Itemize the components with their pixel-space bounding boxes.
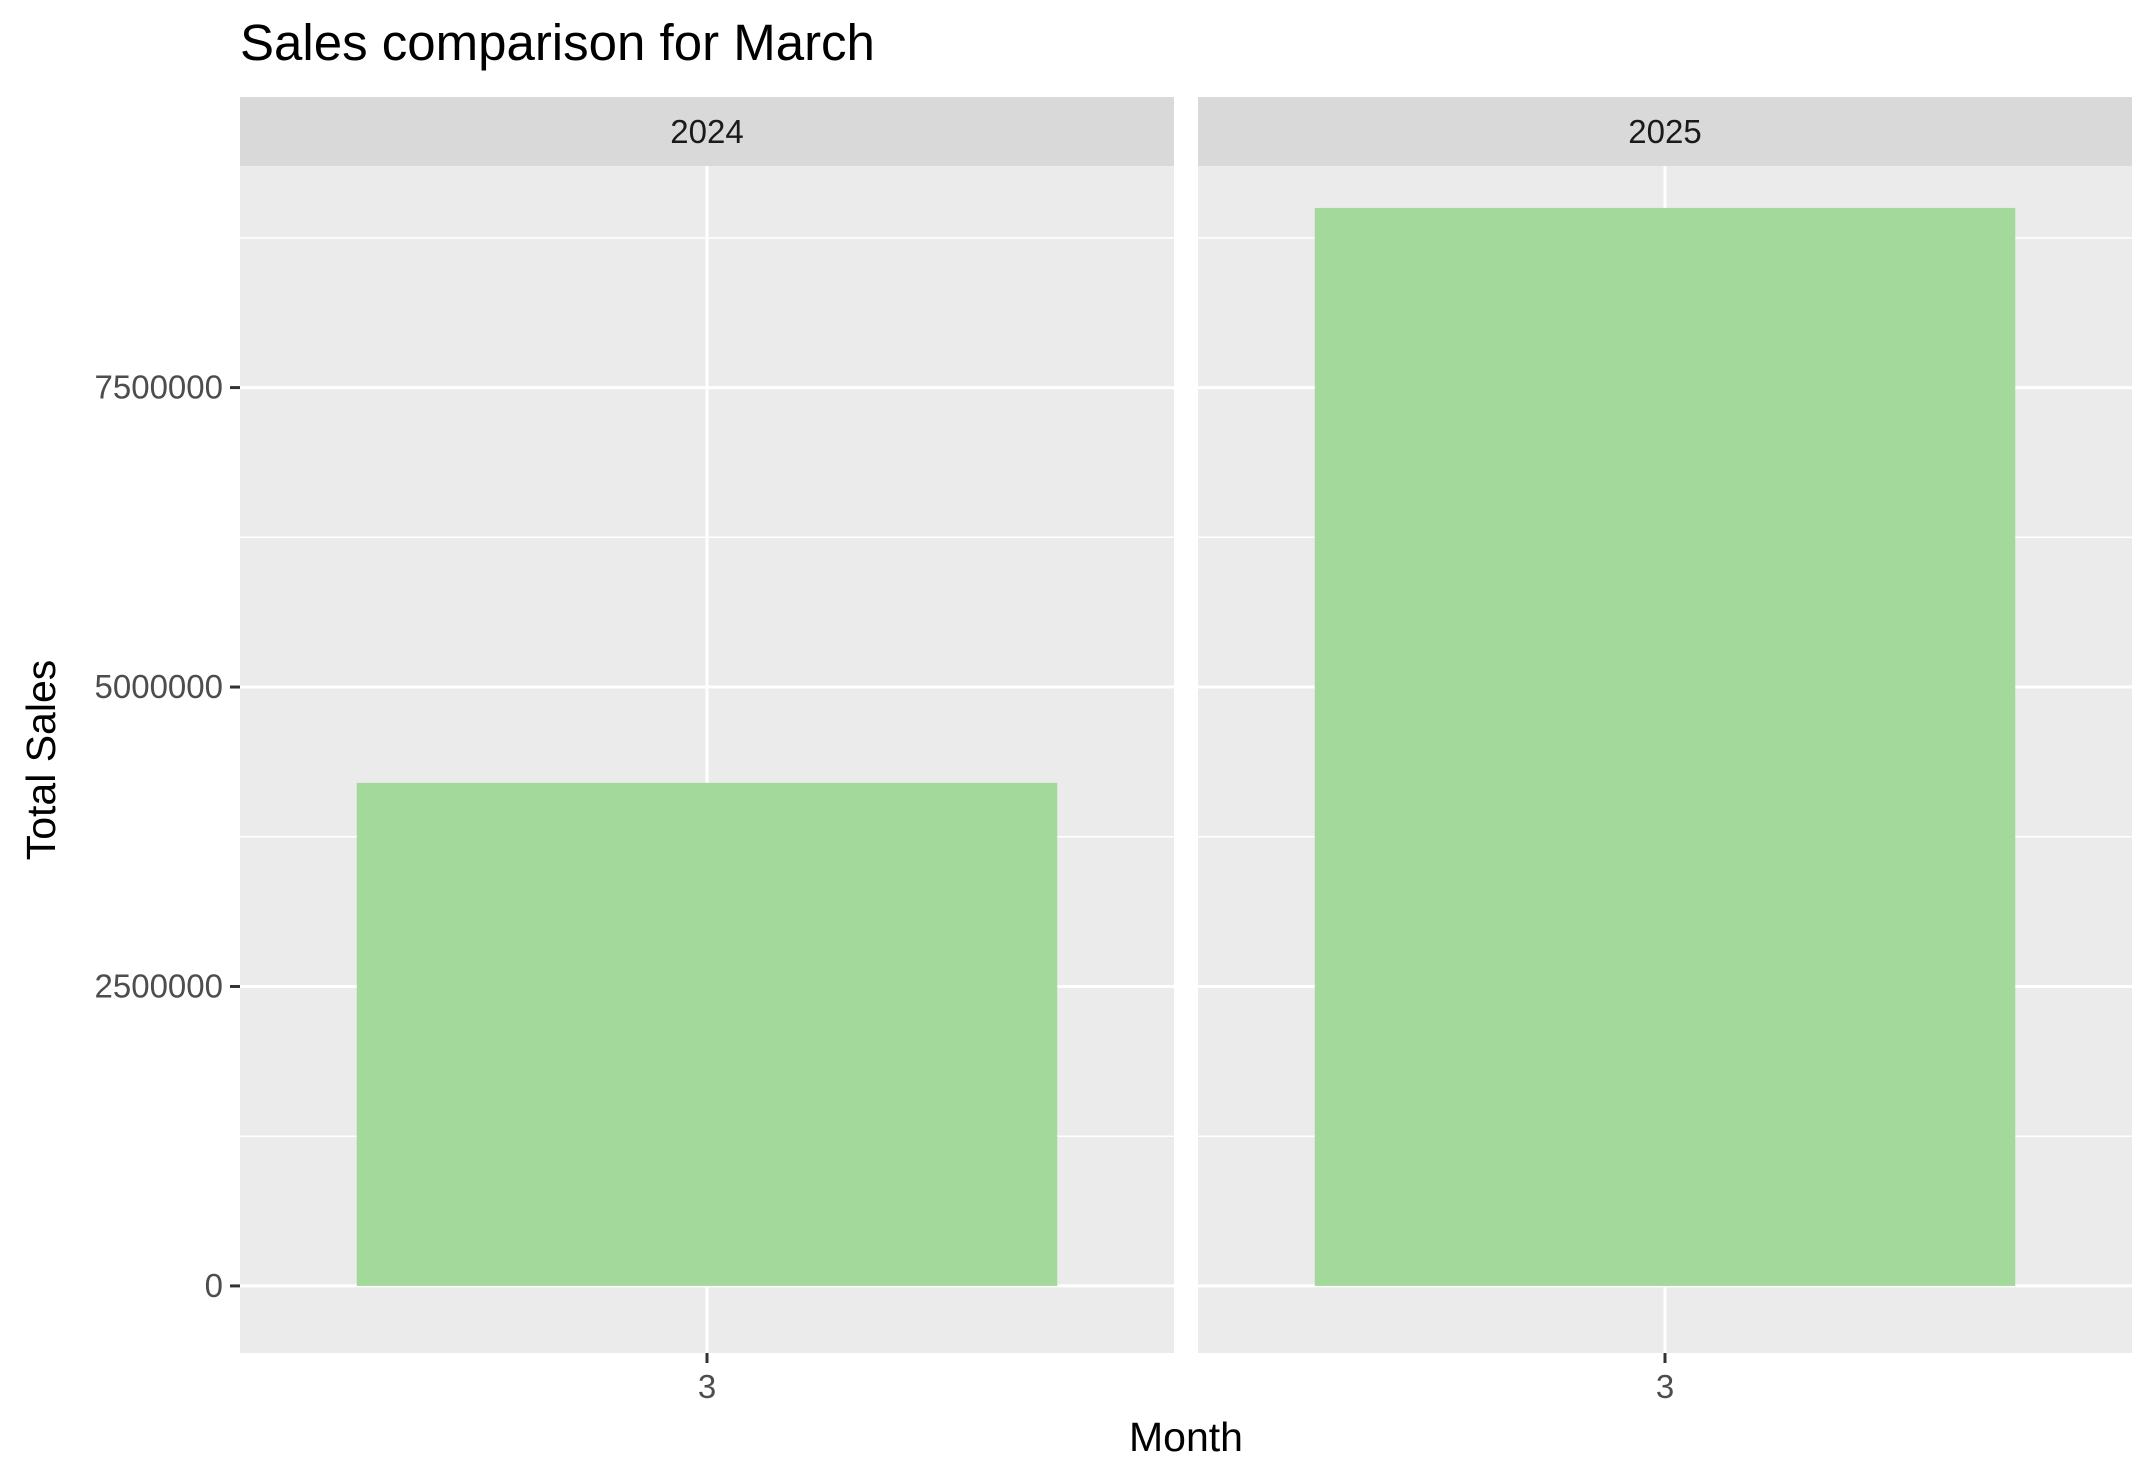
facet-strip-label: 2025 <box>1628 113 1701 150</box>
y-tick-label: 0 <box>205 1267 223 1304</box>
y-tick-label: 5000000 <box>95 668 223 705</box>
y-axis-title: Total Sales <box>18 660 64 861</box>
bar-2024-3 <box>356 782 1058 1286</box>
x-tick-label: 3 <box>698 1368 716 1405</box>
y-tick-label: 2500000 <box>95 967 223 1004</box>
facet-panel-2025: 2025 <box>1198 97 2132 1353</box>
bar-2025-3 <box>1314 207 2016 1286</box>
facet-panels: 2024 2025 <box>240 97 2132 1353</box>
x-tick-label: 3 <box>1656 1368 1674 1405</box>
x-axis-title: Month <box>1129 1414 1243 1460</box>
chart-title: Sales comparison for March <box>240 14 875 71</box>
y-tick-label: 7500000 <box>95 369 223 406</box>
facet-panel-2024: 2024 <box>240 97 1174 1353</box>
facet-strip <box>240 97 1174 166</box>
facet-strip-label: 2024 <box>670 113 743 150</box>
y-axis: 0 2500000 5000000 7500000 <box>95 369 240 1304</box>
facet-strip <box>1198 97 2132 166</box>
